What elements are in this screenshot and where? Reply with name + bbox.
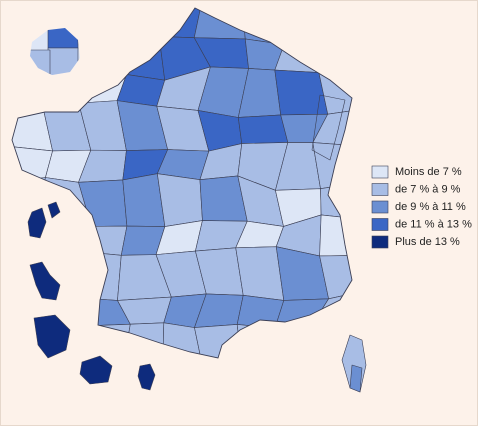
legend-label: de 11 % à 13 %: [395, 218, 472, 230]
legend-swatch: [371, 183, 389, 196]
legend: Moins de 7 % de 7 % à 9 % de 9 % à 11 % de …: [371, 165, 472, 249]
mayotte: [137, 363, 156, 391]
department: [235, 246, 285, 301]
legend-swatch: [371, 235, 389, 249]
corsica-south: [349, 364, 363, 393]
reunion: [79, 355, 113, 385]
martinique: [29, 261, 61, 301]
guadeloupe: [27, 201, 61, 239]
department: [157, 173, 203, 227]
guyane: [33, 314, 71, 359]
legend-label: Plus de 13 %: [395, 236, 460, 248]
france-outline: [11, 7, 353, 359]
department: [311, 94, 346, 161]
legend-swatch: [371, 218, 389, 231]
legend-label: de 7 % à 9 %: [395, 183, 461, 195]
legend-swatch: [371, 165, 389, 179]
legend-swatch: [371, 200, 389, 214]
legend-label: de 9 % à 11 %: [395, 201, 466, 213]
department: [237, 114, 289, 144]
legend-label: Moins de 7 %: [395, 166, 462, 178]
